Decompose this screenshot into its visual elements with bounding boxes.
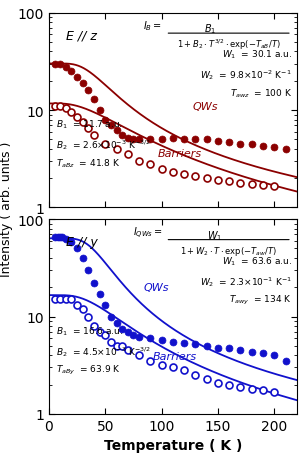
Text: $I_{QWs} =$: $I_{QWs} =$	[133, 226, 163, 241]
Text: $W_1$  = 63.6 a.u.: $W_1$ = 63.6 a.u.	[222, 255, 292, 267]
Text: Intensity ( arb. units ): Intensity ( arb. units )	[0, 142, 13, 277]
Text: $T_{awy}$  = 134 K: $T_{awy}$ = 134 K	[229, 293, 292, 307]
Text: E // z: E // z	[66, 29, 97, 42]
Text: $T_{aBz}$  = 41.8 K: $T_{aBz}$ = 41.8 K	[56, 157, 121, 170]
Text: $B_1$: $B_1$	[204, 22, 216, 36]
Text: $W_1$: $W_1$	[207, 228, 223, 242]
Text: $T_{aBy}$  = 63.9 K: $T_{aBy}$ = 63.9 K	[56, 364, 121, 377]
Text: $B_2$  = 2.6×10$^{-3}$ K$^{-3/2}$: $B_2$ = 2.6×10$^{-3}$ K$^{-3/2}$	[56, 138, 151, 152]
Text: $B_1$  = 16.6 a.u.: $B_1$ = 16.6 a.u.	[56, 324, 124, 337]
Text: $1 + W_2 \cdot T \cdot \exp(-T_{aw}/T)$: $1 + W_2 \cdot T \cdot \exp(-T_{aw}/T)$	[180, 244, 277, 257]
Text: $W_2$  = 9.8×10$^{-2}$ K$^{-1}$: $W_2$ = 9.8×10$^{-2}$ K$^{-1}$	[200, 68, 292, 82]
Text: Barriers: Barriers	[153, 351, 197, 361]
Text: QWs: QWs	[193, 102, 218, 112]
Text: $W_1$  = 30.1 a.u.: $W_1$ = 30.1 a.u.	[222, 49, 292, 61]
Text: $1 + B_2 \cdot T^{3/2}\cdot \exp(-T_{aB}/T)$: $1 + B_2 \cdot T^{3/2}\cdot \exp(-T_{aB}…	[177, 38, 281, 52]
Text: QWs: QWs	[143, 283, 169, 293]
Text: $B_1$  = 11.7 a.u.: $B_1$ = 11.7 a.u.	[56, 119, 123, 131]
Text: $B_2$  = 4.5×10$^{-3}$ K$^{-3/2}$: $B_2$ = 4.5×10$^{-3}$ K$^{-3/2}$	[56, 344, 151, 358]
Text: Barriers: Barriers	[158, 149, 202, 159]
Text: $W_2$  = 2.3×10$^{-1}$ K$^{-1}$: $W_2$ = 2.3×10$^{-1}$ K$^{-1}$	[200, 274, 292, 288]
X-axis label: Temperature ( K ): Temperature ( K )	[104, 439, 242, 452]
Text: E // y: E // y	[66, 235, 98, 248]
Text: $I_B =$: $I_B =$	[143, 20, 162, 33]
Text: $T_{awz}$  = 100 K: $T_{awz}$ = 100 K	[230, 87, 292, 100]
